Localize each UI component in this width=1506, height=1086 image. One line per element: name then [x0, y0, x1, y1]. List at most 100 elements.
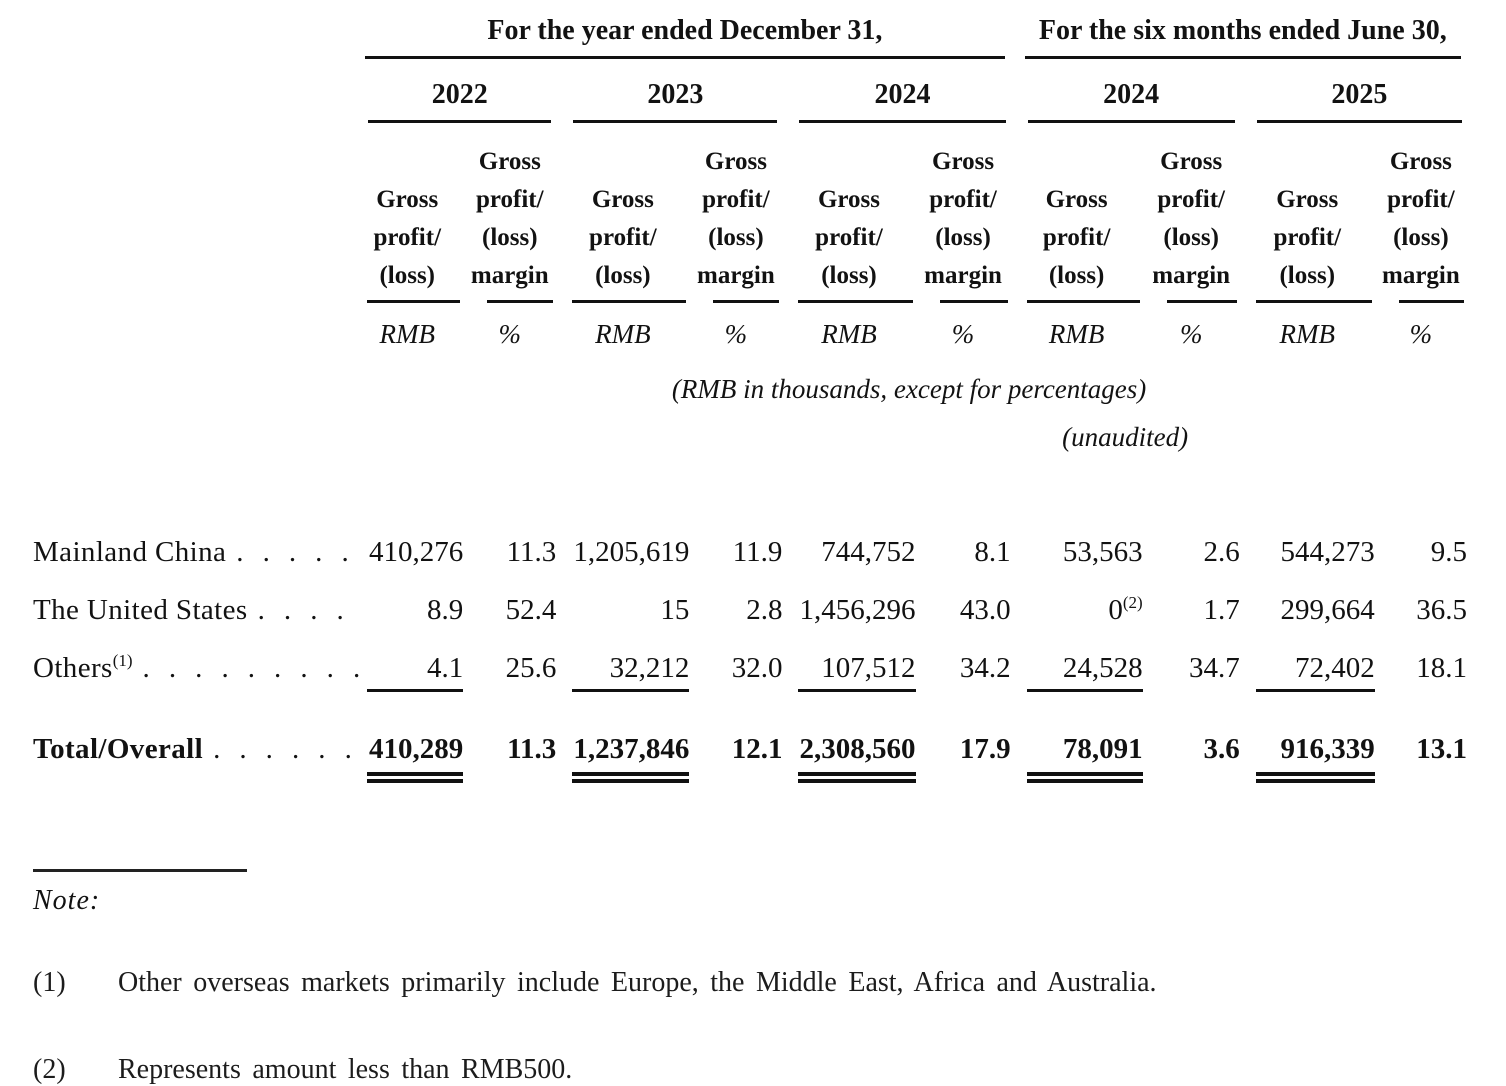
- row-label-total: Total/Overall. . . . . .: [33, 733, 353, 765]
- table-row: (RMB in thousands, except for percentage…: [33, 366, 1467, 412]
- data-cell: 410,276: [369, 536, 464, 568]
- data-cell: 11.3: [506, 536, 557, 568]
- total-cell: 2,308,560: [782, 692, 916, 783]
- unit-label-percent: %: [1409, 319, 1433, 349]
- dot-leader: . . . . . .: [213, 733, 353, 765]
- data-cell: 8.9: [427, 594, 464, 626]
- year-header-2024: 2024: [782, 59, 1010, 123]
- gross-profit-table: For the year ended December 31, For the …: [33, 14, 1467, 783]
- data-cell: 2.6: [1203, 536, 1240, 568]
- year-header-2023: 2023: [556, 59, 782, 123]
- unit-label-percent: %: [951, 319, 975, 349]
- dot-leader: . . . . . . . . .: [142, 652, 361, 684]
- empty-cell: [33, 412, 1011, 462]
- note-number: (1): [33, 967, 66, 998]
- header-rule: [713, 300, 780, 303]
- header-rule: [939, 300, 1008, 303]
- table-row-united-states: The United States. . . . 8.9 52.4 15 2.8…: [33, 576, 1467, 634]
- unaudited-note: (unaudited): [1062, 421, 1189, 452]
- table-row: RMB % RMB % RMB % RMB % RMB %: [33, 303, 1467, 366]
- column-header-margin: Gross profit/ (loss) margin: [689, 123, 782, 303]
- data-cell: 52.4: [505, 594, 557, 626]
- data-cell: 1.7: [1203, 594, 1240, 626]
- data-cell: 107,512: [782, 634, 916, 692]
- footnote-ref-1: (1): [112, 651, 133, 670]
- data-cell: 24,528: [1011, 634, 1143, 692]
- column-header-margin: Gross profit/ (loss) margin: [1143, 123, 1240, 303]
- header-rule: [1166, 300, 1237, 303]
- notes-heading: Note:: [33, 885, 101, 916]
- data-cell: 299,664: [1280, 594, 1375, 626]
- data-cell: 53,563: [1062, 536, 1143, 568]
- data-cell: 32.0: [731, 652, 783, 684]
- unit-label-rmb: RMB: [595, 319, 651, 349]
- unit-label-percent: %: [1179, 319, 1203, 349]
- note-item-1: (1) Other overseas markets primarily inc…: [33, 967, 1470, 999]
- data-cell: 34.7: [1188, 652, 1240, 684]
- header-rule: [572, 300, 687, 303]
- column-header-margin: Gross profit/ (loss) margin: [463, 123, 556, 303]
- data-cell: 34.2: [959, 652, 1011, 684]
- data-cell: 11.9: [732, 536, 783, 568]
- group-header-six-months-label: For the six months ended June 30,: [1024, 14, 1461, 59]
- header-rule: [1398, 300, 1464, 303]
- total-cell: 17.9: [959, 733, 1011, 765]
- table-row: Gross profit/ (loss) Gross profit/ (loss…: [33, 123, 1467, 303]
- unit-label-percent: %: [724, 319, 748, 349]
- footnote-ref-2: (2): [1122, 593, 1143, 612]
- column-header-margin: Gross profit/ (loss) margin: [916, 123, 1011, 303]
- total-cell: 1,237,846: [556, 692, 690, 783]
- group-header-six-months: For the six months ended June 30,: [1011, 14, 1467, 59]
- column-header-margin: Gross profit/ (loss) margin: [1375, 123, 1467, 303]
- table-row: For the year ended December 31, For the …: [33, 14, 1467, 59]
- total-cell: 3.6: [1203, 733, 1240, 765]
- data-cell: 544,273: [1280, 536, 1375, 568]
- table-row-others: Others(1). . . . . . . . . 4.1 25.6 32,2…: [33, 634, 1467, 692]
- column-header-amount: Gross profit/ (loss): [1011, 123, 1143, 303]
- unit-label-rmb: RMB: [1279, 319, 1335, 349]
- table-row-total: Total/Overall. . . . . . 410,289 11.3 1,…: [33, 692, 1467, 783]
- unit-label-rmb: RMB: [821, 319, 877, 349]
- empty-cell: [33, 14, 351, 59]
- units-note: (RMB in thousands, except for percentage…: [671, 373, 1147, 404]
- total-cell: 78,091: [1011, 692, 1143, 783]
- total-cell: 11.3: [507, 733, 557, 765]
- table-row: 2022 2023 2024 2024 2025: [33, 59, 1467, 123]
- data-cell: 18.1: [1416, 652, 1467, 684]
- total-cell: 13.1: [1416, 733, 1467, 765]
- data-cell: 1,456,296: [799, 594, 916, 626]
- note-text: Other overseas markets primarily include…: [118, 967, 1157, 998]
- data-cell: 15: [660, 594, 690, 626]
- dot-leader: . . . . .: [236, 536, 350, 568]
- data-cell: 72,402: [1240, 634, 1375, 692]
- header-rule: [1255, 300, 1372, 303]
- data-cell-with-footnote: 0(2): [1108, 593, 1143, 626]
- header-rule: [367, 300, 461, 303]
- total-cell: 916,339: [1240, 692, 1375, 783]
- column-header-amount: Gross profit/ (loss): [1240, 123, 1375, 303]
- total-cell: 410,289: [351, 692, 464, 783]
- header-rule: [1026, 300, 1140, 303]
- note-item-2: (2) Represents amount less than RMB500.: [33, 1054, 1470, 1086]
- note-number: (2): [33, 1054, 66, 1085]
- data-cell: 32,212: [556, 634, 690, 692]
- year-header-2022: 2022: [351, 59, 556, 123]
- header-rule: [487, 300, 554, 303]
- year-header-6m-2025: 2025: [1240, 59, 1467, 123]
- table-row-mainland-china: Mainland China. . . . . 410,276 11.3 1,2…: [33, 518, 1467, 576]
- row-label-mainland-china: Mainland China. . . . .: [33, 536, 350, 568]
- row-label-others: Others(1). . . . . . . . .: [33, 651, 361, 684]
- table-row: (unaudited): [33, 412, 1467, 462]
- empty-cell: [1240, 412, 1467, 462]
- note-text: Represents amount less than RMB500.: [118, 1054, 573, 1085]
- unit-label-rmb: RMB: [379, 319, 435, 349]
- empty-cell: [33, 303, 351, 366]
- data-cell: 9.5: [1430, 536, 1467, 568]
- data-cell: 1,205,619: [573, 536, 690, 568]
- spacer-row: [33, 462, 1467, 518]
- column-header-amount: Gross profit/ (loss): [782, 123, 915, 303]
- data-cell: 36.5: [1416, 594, 1467, 626]
- unit-label-percent: %: [498, 319, 522, 349]
- row-label-united-states: The United States. . . .: [33, 594, 345, 626]
